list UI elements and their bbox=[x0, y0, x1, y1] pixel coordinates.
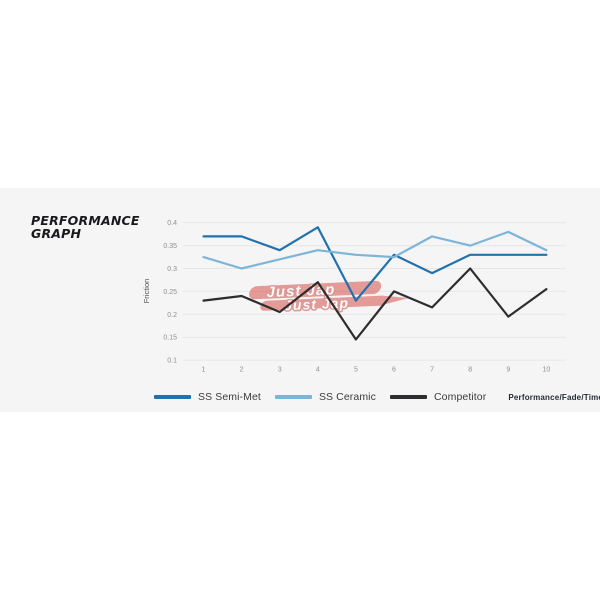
x-tick-label: 4 bbox=[316, 367, 320, 374]
chart-title-line1: PERFORMANCE bbox=[31, 213, 140, 228]
legend-item-ss-semi-met: SS Semi-Met bbox=[154, 391, 261, 403]
legend-label: SS Ceramic bbox=[318, 391, 376, 403]
legend-note: Performance/Fade/Time bbox=[508, 392, 600, 402]
y-tick-label: 0.15 bbox=[163, 335, 177, 342]
x-tick-label: 1 bbox=[202, 367, 206, 374]
y-tick-label: 0.3 bbox=[167, 266, 177, 273]
x-tick-label: 9 bbox=[506, 367, 510, 374]
legend-label: SS Semi-Met bbox=[198, 391, 261, 403]
x-tick-label: 6 bbox=[392, 367, 396, 374]
legend-item-competitor: Competitor bbox=[389, 391, 487, 403]
y-axis-title: Friction bbox=[142, 279, 151, 304]
y-tick-label: 0.25 bbox=[163, 289, 177, 296]
watermark-text-bottom: Just Jap bbox=[284, 295, 349, 314]
series-line-competitor bbox=[202, 267, 548, 341]
watermark-justjap: Just Jap Just Jap bbox=[249, 280, 409, 315]
series-line-ss-semi-met bbox=[202, 226, 548, 302]
y-tick-label: 0.35 bbox=[163, 243, 177, 250]
x-tick-label: 10 bbox=[543, 367, 551, 374]
axis-labels: Friction 0.4 0.35 0.3 0.25 0.2 0.15 0.1 1 2 3 4 5 6 7… bbox=[142, 220, 550, 373]
legend-label: Competitor bbox=[433, 391, 487, 403]
legend-items: SS Semi-Met SS Ceramic Competitor bbox=[154, 391, 486, 403]
y-tick-label: 0.4 bbox=[167, 220, 177, 227]
x-tick-label: 2 bbox=[240, 367, 244, 374]
chart-legend: SS Semi-Met SS Ceramic Competitor Performa… bbox=[154, 389, 600, 405]
chart-title: PERFORMANCE GRAPH bbox=[31, 213, 140, 241]
legend-item-ss-ceramic: SS Ceramic bbox=[274, 391, 376, 403]
x-tick-label: 5 bbox=[354, 367, 358, 374]
x-tick-label: 3 bbox=[278, 367, 282, 374]
y-tick-label: 0.2 bbox=[167, 312, 177, 319]
y-tick-label: 0.1 bbox=[167, 358, 177, 365]
chart-title-line2: GRAPH bbox=[31, 225, 82, 241]
series-lines bbox=[202, 226, 548, 341]
x-tick-label: 7 bbox=[430, 367, 434, 374]
legend-swatch-competitor bbox=[389, 395, 427, 399]
x-tick-label: 8 bbox=[468, 367, 472, 374]
legend-swatch-ss-semi-met bbox=[154, 395, 191, 399]
legend-swatch-ss-ceramic bbox=[274, 395, 312, 399]
series-line-ss-ceramic bbox=[202, 230, 548, 270]
